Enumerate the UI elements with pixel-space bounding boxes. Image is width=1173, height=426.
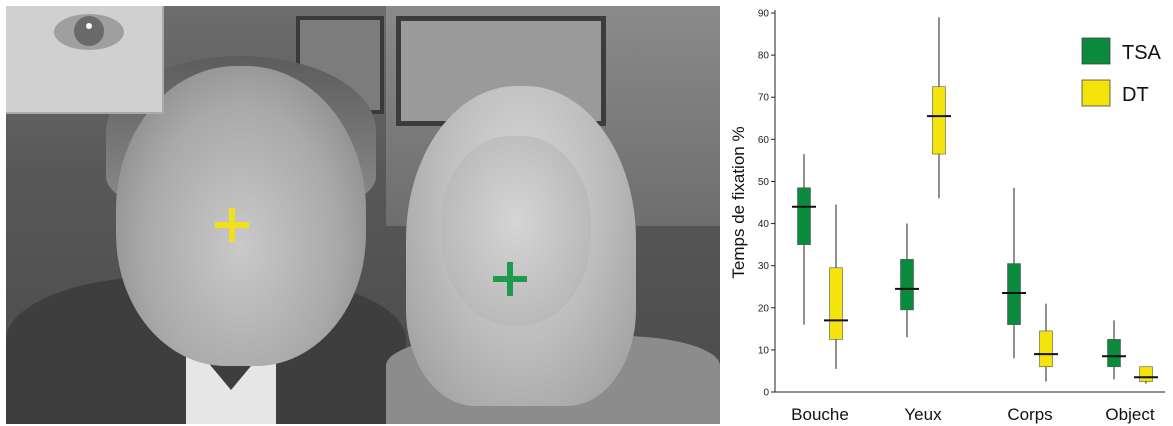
eye-tracking-inset bbox=[6, 6, 164, 114]
category-label: Yeux bbox=[904, 405, 942, 424]
y-tick-label: 40 bbox=[758, 219, 770, 230]
box-tsa bbox=[900, 259, 914, 311]
pupil bbox=[74, 16, 104, 46]
box-dt bbox=[1139, 366, 1153, 382]
category-label: Bouche bbox=[791, 405, 849, 424]
boxplot-svg: 0 10 20 30 40 50 60 70 80 90 Temps de fixation % Bo… bbox=[729, 9, 1165, 424]
y-tick-label: 60 bbox=[758, 135, 770, 146]
category-label: Corps bbox=[1007, 405, 1052, 424]
girl-face bbox=[441, 136, 591, 326]
y-tick-label: 50 bbox=[758, 177, 770, 188]
corneal-reflection bbox=[86, 23, 92, 29]
box-dt bbox=[932, 86, 946, 155]
y-tick-label: 20 bbox=[758, 303, 770, 314]
box-tsa bbox=[1007, 263, 1021, 325]
box-dt bbox=[829, 267, 843, 340]
box-tsa bbox=[797, 187, 811, 245]
fixation-cross-dt-icon bbox=[215, 208, 249, 242]
fixation-cross-tsa-icon bbox=[493, 262, 527, 296]
y-tick-label: 80 bbox=[758, 51, 770, 62]
category-label: Object bbox=[1105, 405, 1154, 424]
man-face bbox=[116, 66, 366, 366]
y-tick-label: 10 bbox=[758, 345, 770, 356]
boxplot-chart: 0 10 20 30 40 50 60 70 80 90 Temps de fixation % Bo… bbox=[720, 0, 1173, 426]
y-tick-label: 0 bbox=[763, 388, 769, 399]
legend-swatch-dt bbox=[1081, 79, 1111, 107]
legend-label-dt: DT bbox=[1122, 84, 1149, 106]
legend-swatch-tsa bbox=[1081, 37, 1111, 65]
y-tick-label: 70 bbox=[758, 93, 770, 104]
legend-label-tsa: TSA bbox=[1122, 42, 1162, 64]
box-tsa bbox=[1107, 339, 1121, 368]
y-axis-label: Temps de fixation % bbox=[729, 126, 748, 278]
movie-still-photo bbox=[6, 6, 720, 424]
y-tick-label: 30 bbox=[758, 261, 770, 272]
box-dt bbox=[1039, 330, 1053, 368]
y-tick-label: 90 bbox=[758, 9, 770, 20]
